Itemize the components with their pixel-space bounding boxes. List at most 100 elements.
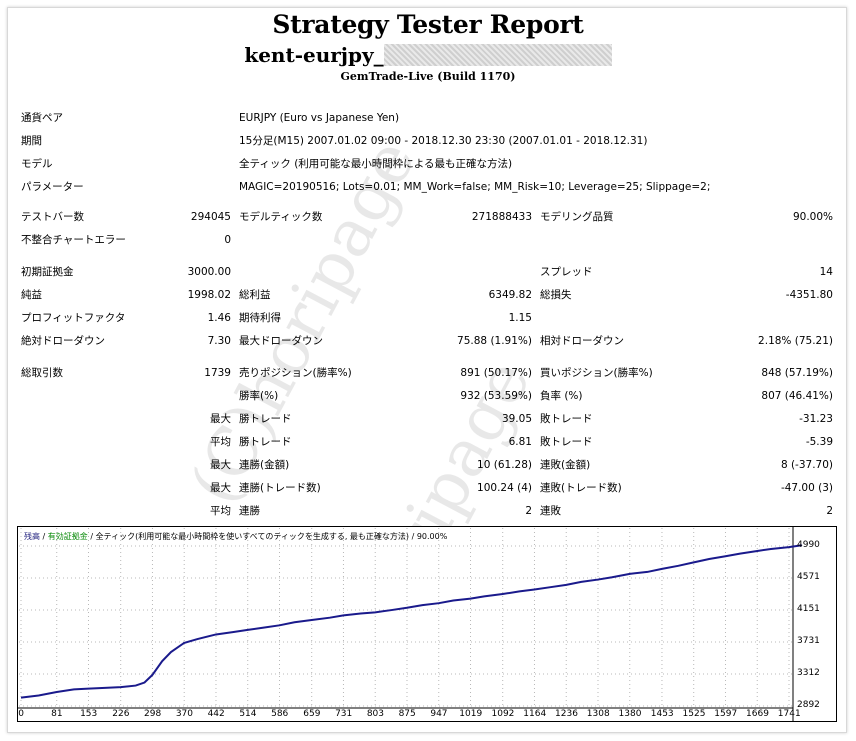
abs-dd-value: 7.30 (207, 335, 231, 347)
chart-legend: 残高 / 有効証拠金 / 全ティック(利用可能な最小時間枠を使いすべてのティック… (24, 531, 447, 542)
ticks-label: モデルティック数 (239, 211, 323, 223)
bars-value: 294045 (190, 211, 231, 223)
spread-value: 14 (819, 266, 833, 278)
payoff-label: 期待利得 (239, 312, 281, 324)
x-tick-label: 0 (18, 709, 24, 719)
cons-losses-money-label: 連敗(金額) (540, 459, 591, 471)
net-label: 純益 (21, 289, 42, 301)
cons-profit-value: 100.24 (4) (477, 482, 532, 494)
mismatch-label: 不整合チャートエラー (21, 234, 126, 246)
x-tick-label: 1525 (682, 709, 706, 719)
legend-equity: 有効証拠金 (47, 532, 88, 541)
legend-sep-2: / (87, 532, 96, 541)
x-tick-label: 731 (335, 709, 353, 719)
largest-win-label: 勝トレード (239, 413, 292, 425)
avg-cons-win-label: 連勝 (239, 505, 260, 517)
report-title: Strategy Tester Report (272, 10, 584, 39)
model-label: モデル (21, 158, 53, 170)
avg-cons-loss-label: 連敗 (540, 505, 561, 517)
x-tick-label: 659 (303, 709, 321, 719)
symbol-label: 通貨ペア (21, 112, 63, 124)
y-tick-label: 4990 (797, 540, 820, 550)
x-tick-label: 875 (398, 709, 416, 719)
y-tick-label: 3731 (797, 636, 820, 646)
x-tick-label: 586 (271, 709, 289, 719)
avg-win-value: 6.81 (508, 436, 532, 448)
x-tick-label: 442 (207, 709, 225, 719)
quality-label: モデリング品質 (540, 211, 614, 223)
x-tick-label: 1741 (777, 709, 801, 719)
y-tick-label: 3312 (797, 667, 820, 678)
avg-word-1: 平均 (210, 436, 231, 448)
x-tick-label: 226 (112, 709, 130, 719)
deposit-label: 初期証拠金 (21, 266, 74, 278)
loss-value: 807 (46.41%) (761, 390, 833, 402)
symbol-value: EURJPY (Euro vs Japanese Yen) (239, 112, 400, 124)
mismatch-value: 0 (224, 234, 231, 246)
legend-sep-3: / (409, 532, 417, 541)
params-label: パラメーター (21, 181, 84, 193)
ticks-value: 271888433 (471, 211, 532, 223)
x-tick-label: 803 (366, 709, 384, 719)
cons-wins-money-label: 連勝(金額) (239, 459, 290, 471)
max-word-1: 最大 (210, 413, 231, 425)
legend-quality: 90.00% (416, 532, 448, 541)
x-tick-label: 81 (51, 709, 63, 719)
ea-name: kent-eurjpy_ (244, 43, 384, 67)
win-label: 勝率(%) (239, 390, 279, 402)
pf-label: プロフィットファクタ (21, 312, 126, 324)
long-value: 848 (57.19%) (761, 367, 833, 379)
max-dd-value: 75.88 (1.91%) (457, 335, 532, 347)
gross-loss-label: 総損失 (540, 289, 572, 301)
x-tick-label: 153 (80, 709, 98, 719)
spread-label: スプレッド (540, 266, 593, 278)
cons-loss-label: 連敗(トレード数) (540, 482, 622, 494)
rel-dd-label: 相対ドローダウン (540, 335, 624, 347)
balance-chart (17, 526, 837, 722)
loss-label: 負率 (%) (540, 390, 583, 402)
abs-dd-label: 絶対ドローダウン (21, 335, 105, 347)
x-tick-label: 1019 (459, 709, 483, 719)
net-value: 1998.02 (187, 289, 231, 301)
quality-value: 90.00% (792, 211, 833, 223)
cons-loss-value: -47.00 (3) (780, 482, 833, 494)
model-value: 全ティック (利用可能な最小時間枠による最も正確な方法) (239, 158, 513, 170)
max-word-3: 最大 (210, 482, 231, 494)
x-tick-label: 1597 (714, 709, 738, 719)
avg-loss-value: -5.39 (805, 436, 833, 448)
legend-balance: 残高 (24, 532, 40, 541)
gross-profit-value: 6349.82 (488, 289, 532, 301)
largest-win-value: 39.05 (501, 413, 532, 425)
long-label: 買いポジション(勝率%) (540, 367, 653, 379)
params-value: MAGIC=20190516; Lots=0.01; MM_Work=false… (239, 181, 711, 193)
largest-loss-value: -31.23 (799, 413, 833, 425)
legend-sep-1: / (40, 532, 48, 541)
server-build: GemTrade-Live (Build 1170) (340, 70, 516, 83)
avg-cons-loss-value: 2 (826, 505, 833, 517)
avg-cons-win-value: 2 (525, 505, 532, 517)
x-tick-label: 1164 (523, 709, 547, 719)
short-label: 売りポジション(勝率%) (239, 367, 352, 379)
x-tick-label: 947 (430, 709, 448, 719)
avg-loss-label: 敗トレード (540, 436, 593, 448)
gross-loss-value: -4351.80 (785, 289, 833, 301)
x-tick-label: 1453 (650, 709, 674, 719)
short-value: 891 (50.17%) (460, 367, 532, 379)
period-value: 15分足(M15) 2007.01.02 09:00 - 2018.12.30 … (239, 135, 648, 147)
cons-profit-label: 連勝(トレード数) (239, 482, 321, 494)
ea-name-line: kent-eurjpy_ (0, 43, 856, 67)
cons-losses-money-value: 8 (-37.70) (780, 459, 833, 471)
trades-value: 1739 (204, 367, 231, 379)
x-tick-label: 1308 (586, 709, 610, 719)
pf-value: 1.46 (207, 312, 231, 324)
x-tick-label: 1380 (618, 709, 642, 719)
gross-profit-label: 総利益 (239, 289, 271, 301)
max-dd-label: 最大ドローダウン (239, 335, 323, 347)
redacted-mask (383, 44, 612, 66)
cons-wins-money-value: 10 (61.28) (477, 459, 532, 471)
y-tick-label: 4571 (797, 571, 820, 582)
x-tick-label: 1236 (555, 709, 578, 719)
largest-loss-label: 敗トレード (540, 413, 593, 425)
avg-win-label: 勝トレード (239, 436, 292, 448)
max-word-2: 最大 (210, 459, 231, 471)
